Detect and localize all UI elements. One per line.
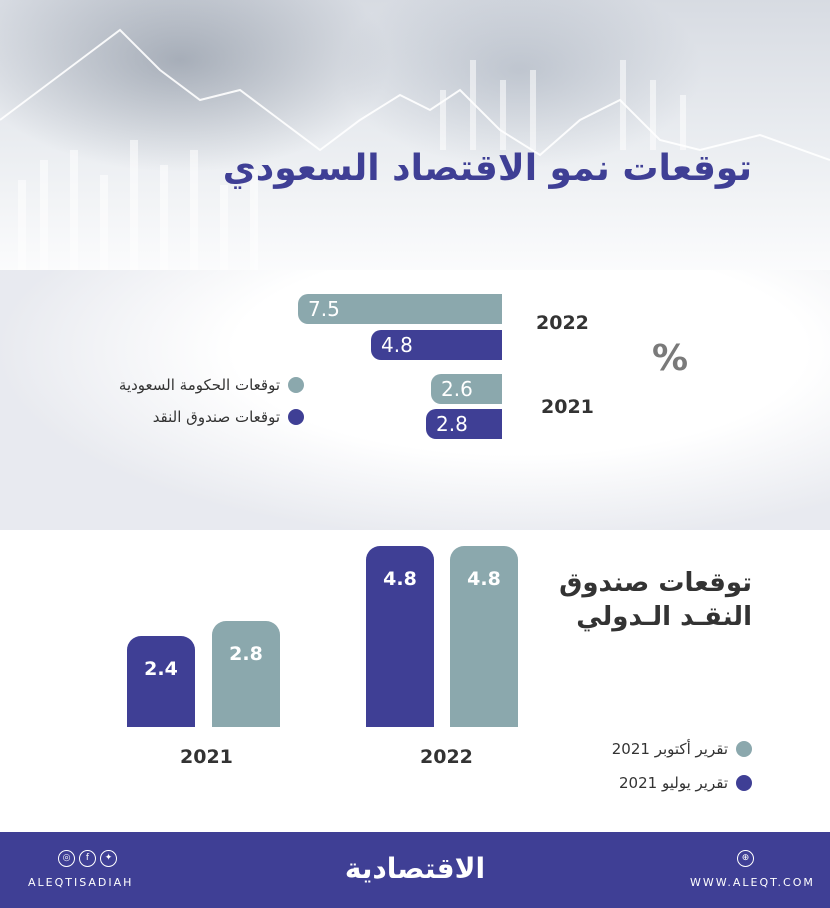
- category-label-2021: 2021: [541, 396, 594, 418]
- globe-icon: ⊕: [737, 850, 754, 867]
- imf-chart-title-line2: النقـد الـدولي: [576, 602, 752, 632]
- header-photo-collage: [0, 0, 830, 300]
- category-label-2022: 2022: [420, 746, 473, 768]
- bar-2021-government: 2.6: [431, 374, 502, 404]
- bar-2022-october: 4.8: [450, 546, 518, 727]
- legend-label: توقعات صندوق النقد: [152, 408, 280, 426]
- decorative-trend-lines: [0, 28, 830, 300]
- facebook-icon[interactable]: f: [79, 850, 96, 867]
- legend-label: توقعات الحكومة السعودية: [118, 376, 280, 394]
- legend-label: تقرير يوليو 2021: [619, 774, 728, 792]
- legend-dot: [736, 741, 752, 757]
- legend-item-july: تقرير يوليو 2021: [619, 774, 752, 792]
- bar-2021-october: 2.8: [212, 621, 280, 727]
- imf-chart-title: توقعات صندوق النقـد الـدولي: [532, 566, 752, 634]
- bar-value-label: 2.6: [441, 377, 473, 401]
- bar-value-label: 2.4: [144, 658, 178, 680]
- website-link[interactable]: WWW.ALEQT.COM: [690, 876, 815, 889]
- imf-chart-title-line1: توقعات صندوق: [559, 568, 752, 598]
- legend-dot: [288, 377, 304, 393]
- bar-value-label: 2.8: [229, 643, 263, 665]
- bar-2022-july: 4.8: [366, 546, 434, 727]
- bar-2022-imf: 4.8: [371, 330, 502, 360]
- social-handle[interactable]: ALEQTISADIAH: [28, 876, 134, 889]
- social-icons: ◎ f ✦: [58, 850, 117, 867]
- legend-item-imf: توقعات صندوق النقد: [153, 408, 304, 426]
- percent-symbol: %: [652, 338, 689, 379]
- bar-value-label: 4.8: [467, 568, 501, 590]
- legend-label: تقرير أكتوبر 2021: [611, 740, 728, 758]
- brand-logo: الاقتصادية: [344, 852, 486, 885]
- category-label-2022: 2022: [536, 312, 589, 334]
- bar-value-label: 4.8: [383, 568, 417, 590]
- bar-value-label: 2.8: [436, 412, 468, 436]
- twitter-icon[interactable]: ✦: [100, 850, 117, 867]
- footer-bar: ◎ f ✦ ALEQTISADIAH الاقتصادية ⊕ WWW.ALEQ…: [0, 832, 830, 908]
- bar-2021-july: 2.4: [127, 636, 195, 727]
- legend-item-government: توقعات الحكومة السعودية: [119, 376, 304, 394]
- legend-dot: [736, 775, 752, 791]
- legend-item-october: تقرير أكتوبر 2021: [612, 740, 752, 758]
- category-label-2021: 2021: [180, 746, 233, 768]
- legend-dot: [288, 409, 304, 425]
- bar-2022-government: 7.5: [298, 294, 502, 324]
- bar-value-label: 7.5: [308, 297, 340, 321]
- instagram-icon[interactable]: ◎: [58, 850, 75, 867]
- bar-2021-imf: 2.8: [426, 409, 502, 439]
- bar-value-label: 4.8: [381, 333, 413, 357]
- page-title: توقعات نمو الاقتصاد السعودي: [222, 148, 752, 189]
